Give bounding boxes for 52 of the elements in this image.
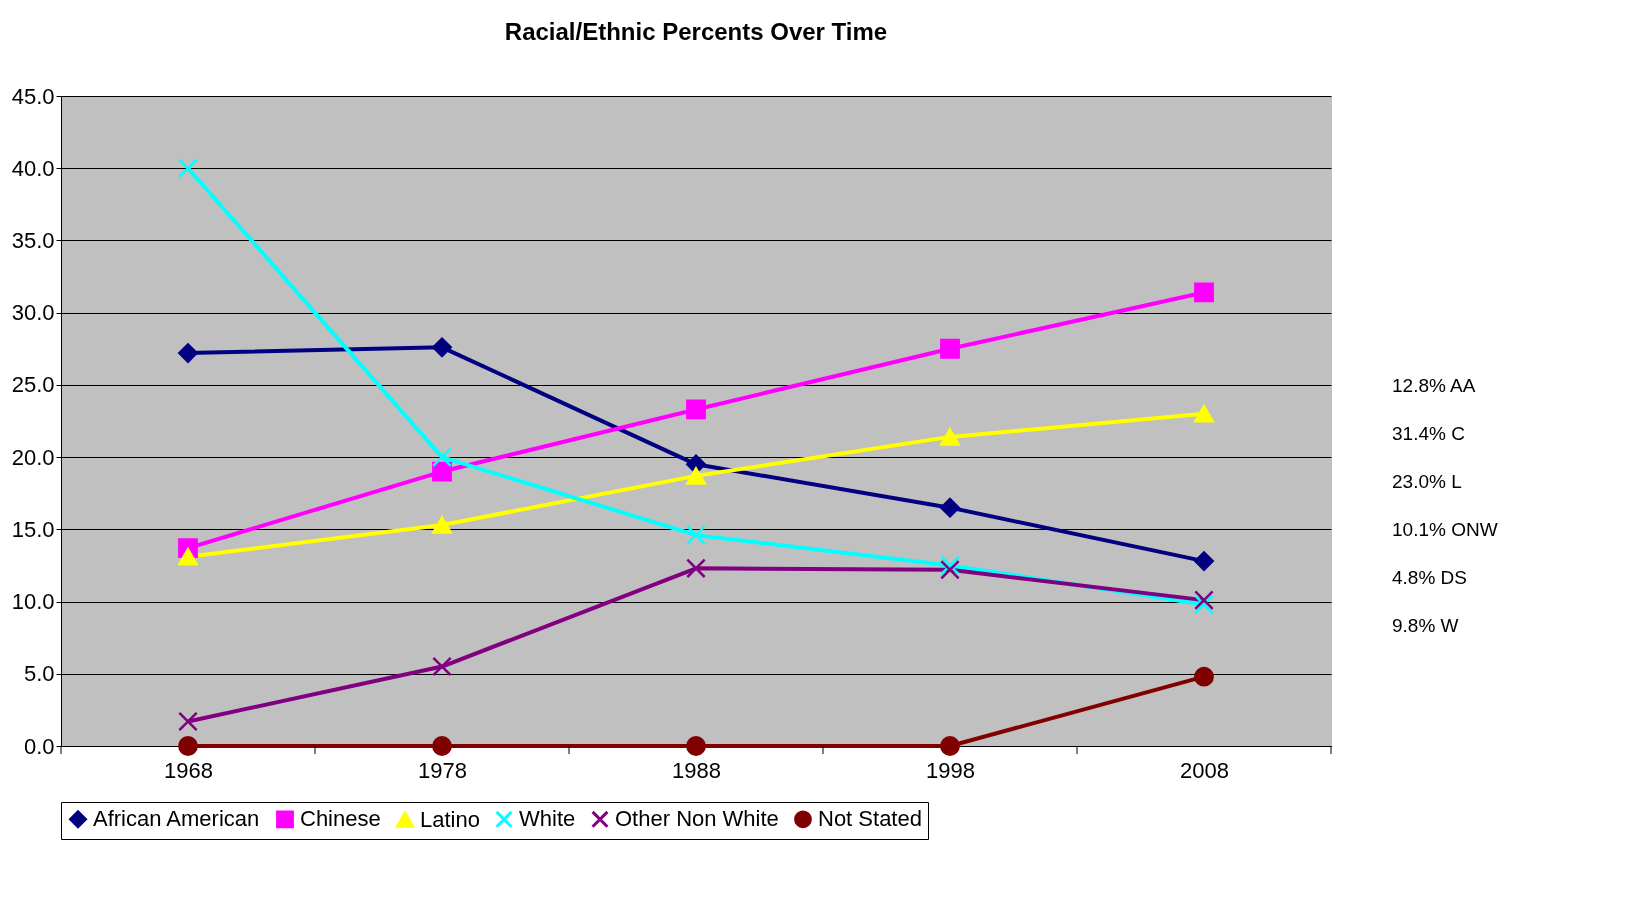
point <box>1194 551 1214 572</box>
y-tick-label: 25.0 <box>11 372 55 398</box>
point <box>1194 405 1214 423</box>
y-tick-label: 10.0 <box>11 589 55 615</box>
x-tick-label: 1968 <box>164 757 213 783</box>
legend-label: African American <box>93 806 260 832</box>
x-tick-label: 1998 <box>926 757 975 783</box>
y-tick-label: 5.0 <box>23 661 55 687</box>
y-tick-label: 15.0 <box>11 516 55 542</box>
point <box>686 467 706 485</box>
point <box>178 158 198 179</box>
text: 9.8% W <box>1392 615 1459 636</box>
point <box>940 338 960 359</box>
x-tick-label: 1988 <box>672 757 721 783</box>
point <box>178 548 198 566</box>
legend-label: Other Non White <box>615 806 779 832</box>
x-tick-label: 1978 <box>418 757 467 783</box>
point <box>432 516 452 534</box>
y-tick-label: 0.0 <box>23 733 55 759</box>
text: 4.8% DS <box>1392 567 1467 588</box>
chart-title: Racial/Ethnic Percents Over Time <box>504 18 888 45</box>
point <box>178 343 198 364</box>
point <box>1194 282 1214 303</box>
y-tick-label: 30.0 <box>11 300 55 326</box>
point <box>432 736 452 756</box>
text: 23.0% L <box>1392 471 1462 492</box>
point <box>432 337 452 358</box>
point <box>940 428 960 446</box>
y-tick-label: 45.0 <box>11 83 55 109</box>
point <box>1194 666 1214 687</box>
point <box>432 461 452 482</box>
text: 31.4% C <box>1392 423 1465 444</box>
legend-label: Latino <box>420 806 480 832</box>
point <box>686 399 706 420</box>
y-tick-label: 40.0 <box>11 155 55 181</box>
point <box>940 736 960 756</box>
legend-label: Not Stated <box>818 806 922 832</box>
point <box>686 525 706 546</box>
point <box>940 497 960 518</box>
text: 10.1% ONW <box>1392 519 1498 540</box>
legend-label: White <box>519 806 576 832</box>
point <box>686 736 706 756</box>
point <box>432 656 452 677</box>
point <box>432 447 452 468</box>
point <box>178 711 198 732</box>
point <box>178 736 198 756</box>
x-tick-label: 2008 <box>1180 757 1229 783</box>
text: 12.8% AA <box>1392 375 1476 396</box>
legend-label: Chinese <box>300 806 381 832</box>
y-tick-label: 35.0 <box>11 227 55 253</box>
y-tick-label: 20.0 <box>11 444 55 470</box>
point <box>686 558 706 579</box>
